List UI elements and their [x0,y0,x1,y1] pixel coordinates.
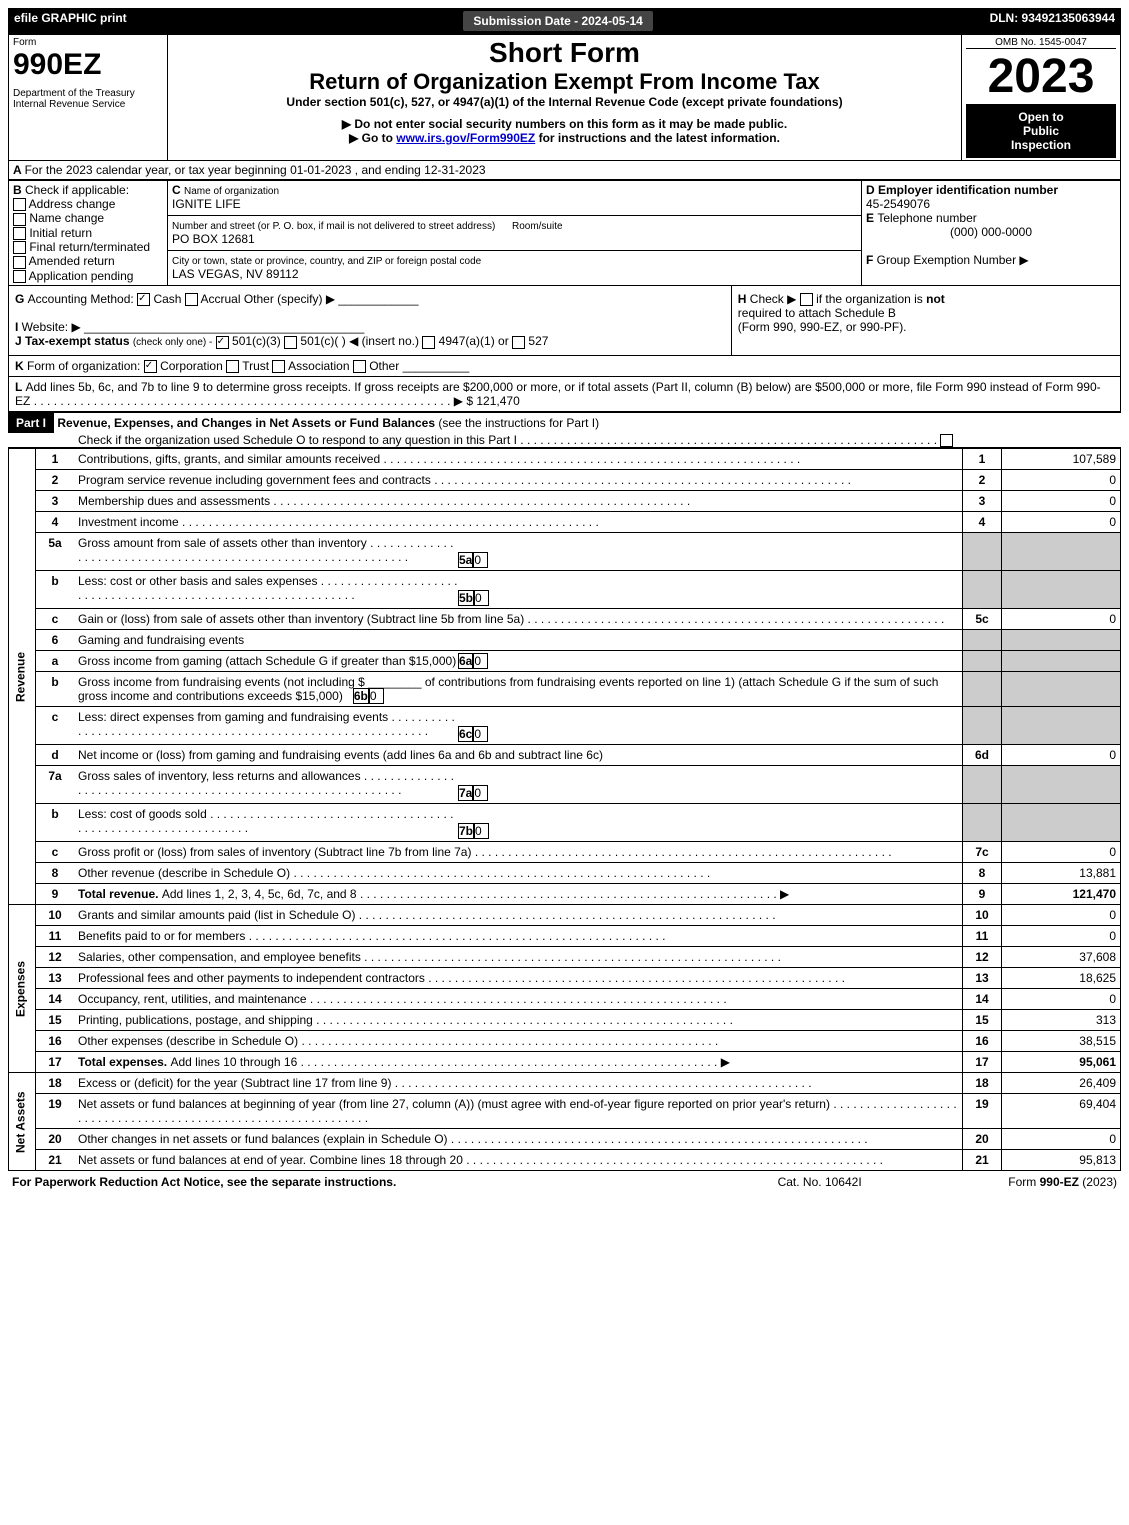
line-l: L Add lines 5b, 6c, and 7b to line 9 to … [8,377,1121,412]
org-address: PO BOX 12681 [172,232,255,246]
dept-label: Department of the Treasury [13,88,163,99]
chk-corp[interactable] [144,360,157,373]
tax-year: 2023 [966,49,1116,104]
chk-amended-return[interactable] [13,256,26,269]
part1-header: Part I Revenue, Expenses, and Changes in… [8,412,1121,448]
top-bar: efile GRAPHIC print Submission Date - 20… [8,8,1121,34]
line-k: K Form of organization: Corporation Trus… [8,356,1121,377]
phone: (000) 000-0000 [866,225,1116,239]
chk-final-return[interactable] [13,241,26,254]
ssn-warning: ▶ Do not enter social security numbers o… [172,117,957,131]
footer-right: Form 990-EZ (2023) [905,1173,1121,1191]
footer-left: For Paperwork Reduction Act Notice, see … [8,1173,734,1191]
b-label: Check if applicable: [25,183,129,197]
chk-4947[interactable] [422,336,435,349]
subtitle: Under section 501(c), 527, or 4947(a)(1)… [172,95,957,109]
footer-cat: Cat. No. 10642I [734,1173,904,1191]
title-return: Return of Organization Exempt From Incom… [172,69,957,95]
side-net-assets: Net Assets [9,1073,36,1171]
total-expenses: 95,061 [1002,1052,1121,1073]
line-a: A For the 2023 calendar year, or tax yea… [8,161,1121,180]
title-block: Form 990EZ Department of the Treasury In… [8,34,1121,161]
form-number: 990EZ [13,48,163,82]
side-revenue: Revenue [9,449,36,905]
net-assets-eoy: 95,813 [1002,1150,1121,1171]
chk-h[interactable] [800,293,813,306]
goto-prefix: ▶ Go to [349,131,396,145]
open-to-public: Open toPublicInspection [966,104,1116,158]
part1-table: Revenue 1Contributions, gifts, grants, a… [8,448,1121,1171]
goto-link[interactable]: www.irs.gov/Form990EZ [396,131,535,145]
side-expenses: Expenses [9,905,36,1073]
efile-label: efile GRAPHIC print [14,11,127,31]
chk-part1-sched-o[interactable] [940,434,953,447]
total-revenue: 121,470 [1002,884,1121,905]
form-word: Form [13,37,163,48]
ein: 45-2549076 [866,197,930,211]
footer: For Paperwork Reduction Act Notice, see … [8,1173,1121,1191]
ghijkl-block: G Accounting Method: Cash Accrual Other … [8,286,1121,356]
submission-date: Submission Date - 2024-05-14 [463,11,652,31]
dln: DLN: 93492135063944 [990,11,1115,31]
chk-application-pending[interactable] [13,270,26,283]
org-name: IGNITE LIFE [172,197,241,211]
chk-name-change[interactable] [13,213,26,226]
goto-tail: for instructions and the latest informat… [539,131,780,145]
omb-number: OMB No. 1545-0047 [966,37,1116,49]
gross-receipts: 121,470 [476,394,519,408]
chk-initial-return[interactable] [13,227,26,240]
irs-label: Internal Revenue Service [13,99,163,110]
chk-other-org[interactable] [353,360,366,373]
line-1-val: 107,589 [1002,449,1121,470]
org-city: LAS VEGAS, NV 89112 [172,267,299,281]
chk-cash[interactable] [137,293,150,306]
chk-accrual[interactable] [185,293,198,306]
chk-trust[interactable] [226,360,239,373]
chk-527[interactable] [512,336,525,349]
chk-assoc[interactable] [272,360,285,373]
entity-block: B Check if applicable: Address change Na… [8,180,1121,286]
chk-address-change[interactable] [13,198,26,211]
title-short-form: Short Form [172,37,957,69]
chk-501c3[interactable] [216,336,229,349]
chk-501c[interactable] [284,336,297,349]
